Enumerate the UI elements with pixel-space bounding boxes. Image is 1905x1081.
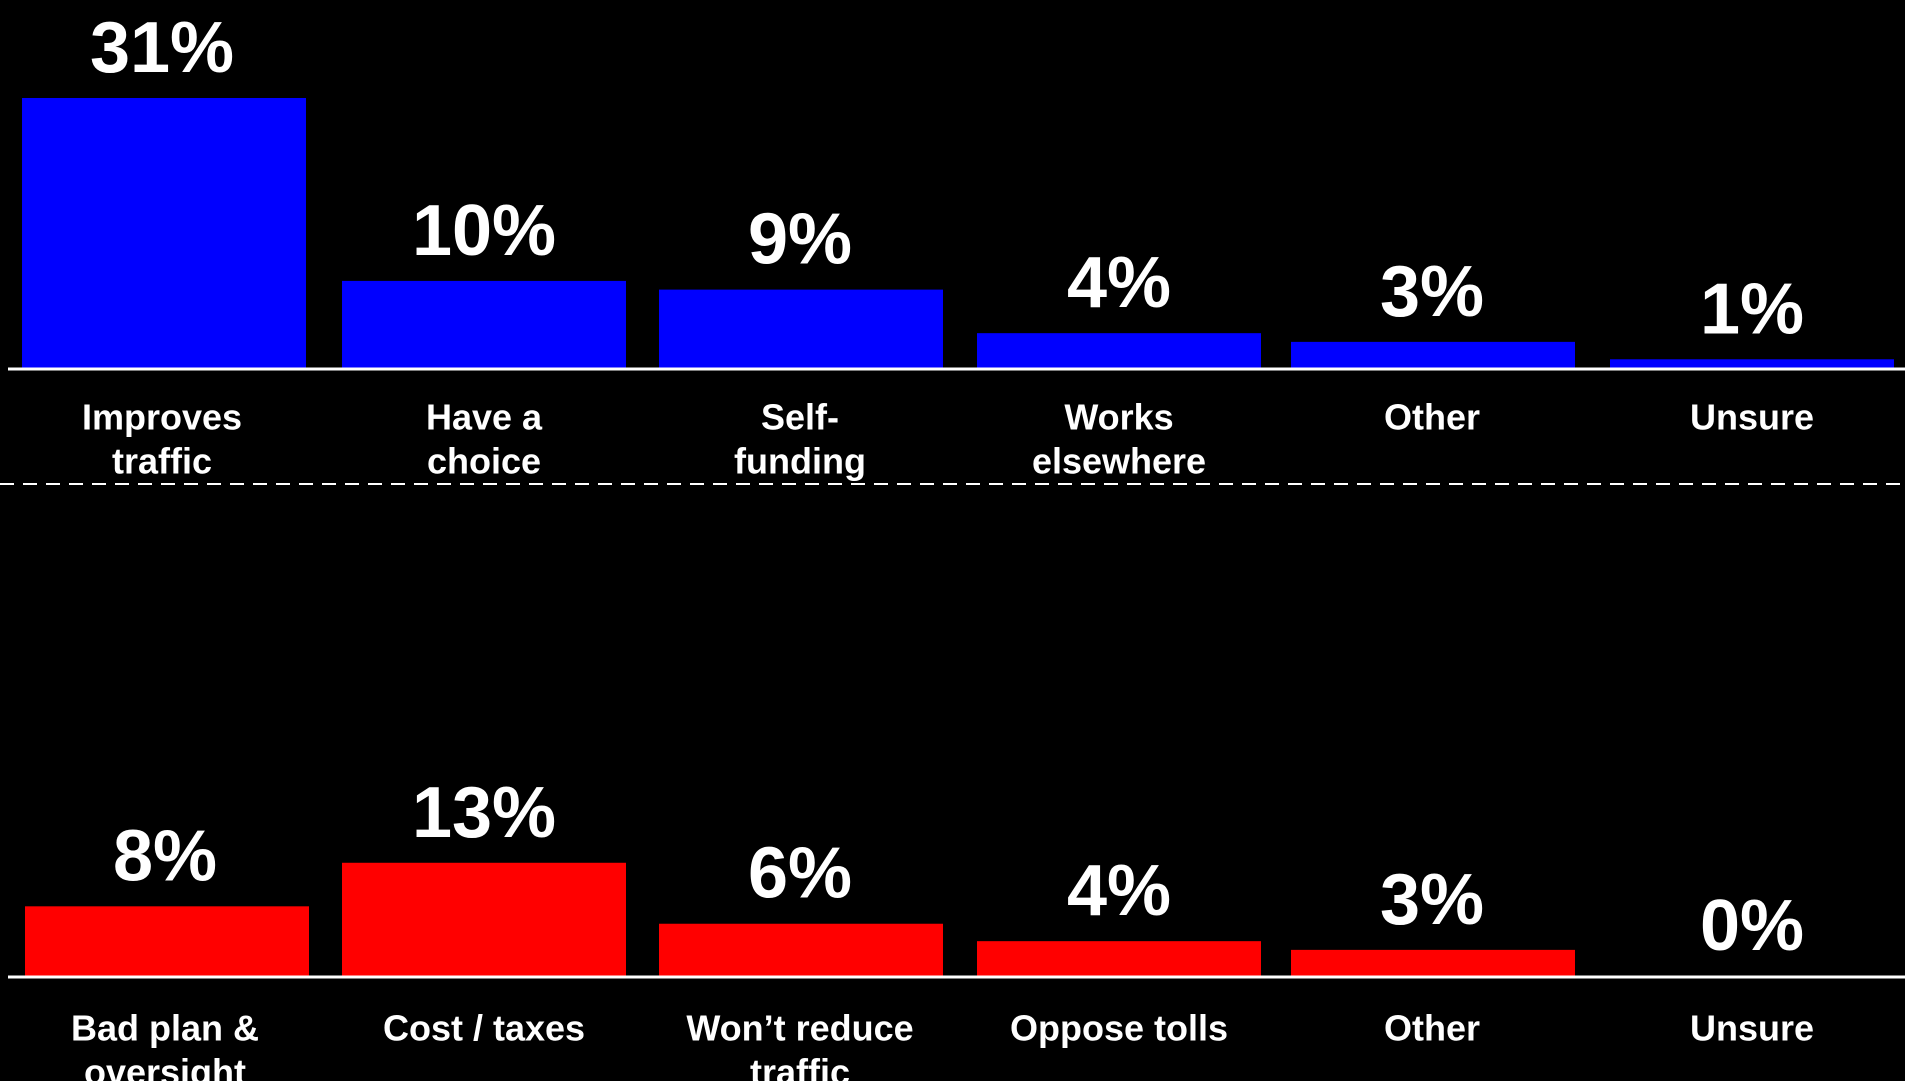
support-value-label-2: 10% [412, 191, 556, 271]
oppose-bar-5 [1291, 949, 1575, 976]
oppose-value-label-5: 3% [1380, 860, 1484, 940]
support-value-label-5: 3% [1380, 252, 1484, 332]
support-bar-5 [1291, 341, 1575, 368]
oppose-category-label-3-line-1: Won’t reduce [686, 1008, 913, 1049]
support-category-label-4-line-1: Works [1064, 397, 1173, 438]
support-bar-1 [22, 97, 306, 369]
oppose-category-label-1-line-1: Bad plan & [71, 1008, 259, 1049]
support-category-label-4-line-2: elsewhere [1032, 441, 1206, 482]
oppose-bar-2 [342, 862, 626, 976]
oppose-category-label-5-line-1: Other [1384, 1008, 1480, 1049]
support-category-label-2-line-1: Have a [426, 397, 543, 438]
support-bar-2 [342, 280, 626, 368]
support-value-label-4: 4% [1067, 243, 1171, 323]
support-value-label-3: 9% [748, 200, 852, 280]
oppose-value-label-4: 4% [1067, 851, 1171, 931]
support-bar-3 [659, 289, 943, 368]
support-category-label-1-line-1: Improves [82, 397, 242, 438]
oppose-value-label-1: 8% [113, 816, 217, 896]
support-value-label-1: 31% [90, 8, 234, 88]
oppose-bar-4 [977, 941, 1261, 976]
oppose-value-label-3: 6% [748, 834, 852, 914]
support-value-label-6: 1% [1700, 269, 1804, 349]
oppose-bar-3 [659, 923, 943, 976]
support-category-label-3-line-2: funding [734, 441, 866, 482]
support-bar-4 [977, 333, 1261, 368]
support-category-label-6-line-1: Unsure [1690, 397, 1814, 438]
opposition-reasons-chart: 8% Bad plan & oversight 13% Cost / taxes 6% Wo… [8, 773, 1905, 1081]
support-category-label-3-line-1: Self- [761, 397, 839, 438]
oppose-category-label-4-line-1: Oppose tolls [1010, 1008, 1228, 1049]
support-bar-6 [1610, 359, 1894, 368]
support-category-label-1-line-2: traffic [112, 441, 212, 482]
support-category-label-5-line-1: Other [1384, 397, 1480, 438]
oppose-bar-1 [25, 906, 309, 976]
support-category-label-2-line-2: choice [427, 441, 541, 482]
oppose-category-label-6-line-1: Unsure [1690, 1008, 1814, 1049]
oppose-category-label-1-line-2: oversight [84, 1052, 246, 1081]
oppose-category-label-3-line-2: traffic [750, 1052, 850, 1081]
oppose-category-label-2-line-1: Cost / taxes [383, 1008, 585, 1049]
oppose-value-label-2: 13% [412, 773, 556, 853]
oppose-value-label-6: 0% [1700, 886, 1804, 966]
